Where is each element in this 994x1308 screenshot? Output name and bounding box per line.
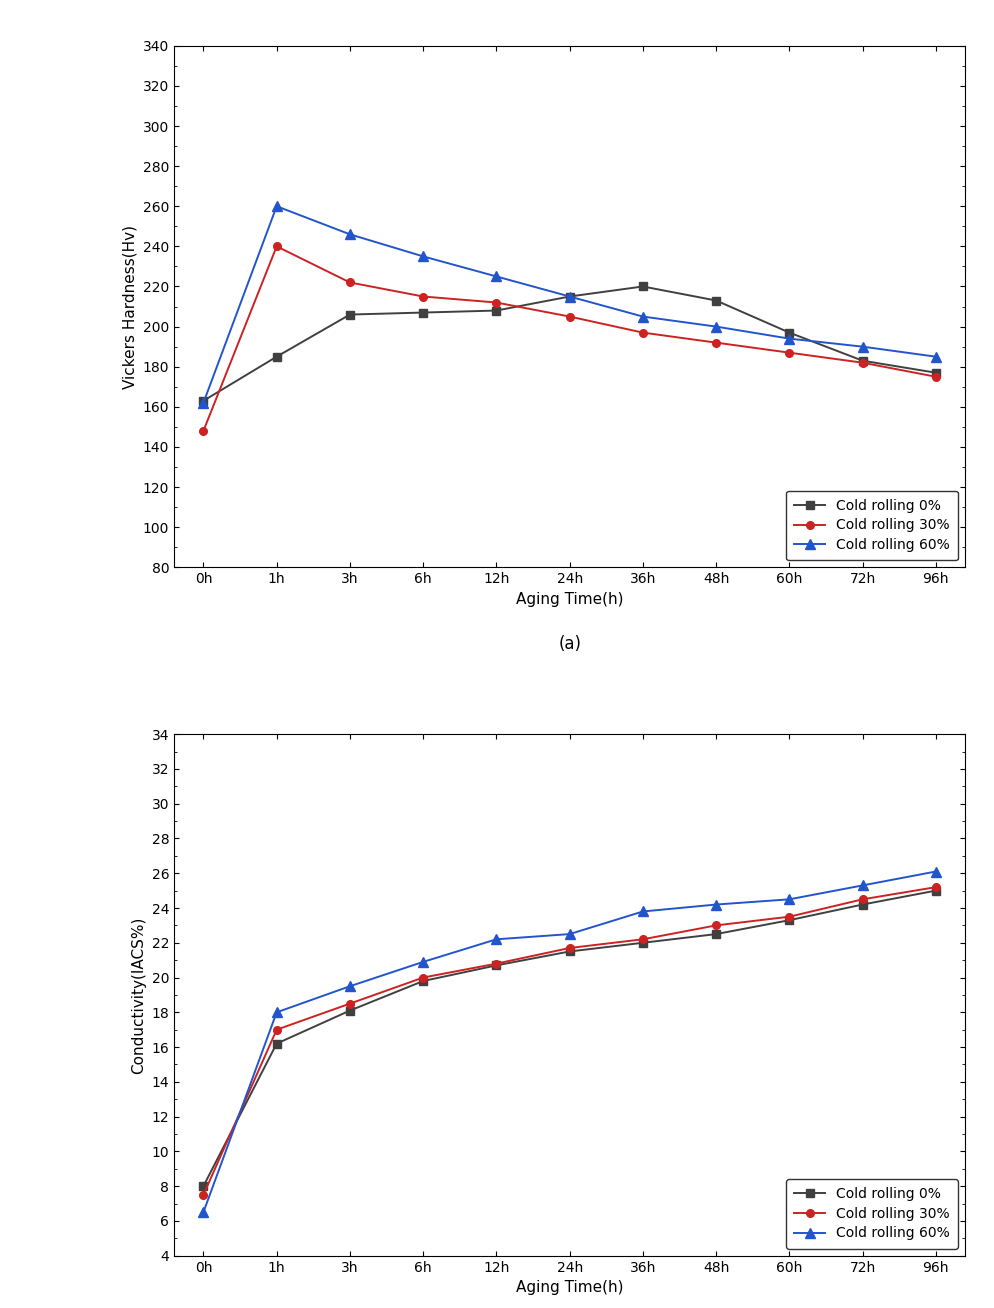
Cold rolling 0% bbox=[416, 305, 428, 320]
Cold rolling 60% bbox=[782, 331, 794, 347]
Line: Cold rolling 60%: Cold rolling 60% bbox=[199, 201, 939, 407]
Cold rolling 0% bbox=[563, 289, 575, 305]
Cold rolling 0% bbox=[490, 302, 502, 318]
Cold rolling 60% bbox=[782, 892, 794, 908]
Cold rolling 60% bbox=[490, 931, 502, 947]
Text: (a): (a) bbox=[558, 636, 580, 653]
Cold rolling 0% bbox=[929, 365, 941, 381]
Cold rolling 30% bbox=[270, 1022, 282, 1037]
Cold rolling 60% bbox=[344, 226, 356, 242]
Cold rolling 0% bbox=[636, 935, 648, 951]
X-axis label: Aging Time(h): Aging Time(h) bbox=[515, 1281, 623, 1295]
Line: Cold rolling 30%: Cold rolling 30% bbox=[200, 242, 938, 434]
Cold rolling 0% bbox=[710, 293, 722, 309]
Cold rolling 30% bbox=[782, 909, 794, 925]
Cold rolling 60% bbox=[856, 878, 868, 893]
Cold rolling 60% bbox=[563, 289, 575, 305]
Legend: Cold rolling 0%, Cold rolling 30%, Cold rolling 60%: Cold rolling 0%, Cold rolling 30%, Cold … bbox=[785, 1179, 957, 1249]
Cold rolling 60% bbox=[416, 954, 428, 969]
Cold rolling 30% bbox=[490, 294, 502, 310]
Cold rolling 30% bbox=[929, 369, 941, 385]
Cold rolling 0% bbox=[856, 353, 868, 369]
Cold rolling 30% bbox=[710, 335, 722, 351]
Cold rolling 60% bbox=[270, 1005, 282, 1020]
Line: Cold rolling 30%: Cold rolling 30% bbox=[200, 883, 938, 1198]
Cold rolling 60% bbox=[636, 904, 648, 920]
Cold rolling 0% bbox=[270, 1036, 282, 1052]
Cold rolling 60% bbox=[490, 268, 502, 284]
Cold rolling 30% bbox=[636, 324, 648, 340]
Cold rolling 30% bbox=[782, 345, 794, 361]
Cold rolling 30% bbox=[856, 354, 868, 370]
Cold rolling 60% bbox=[856, 339, 868, 354]
Cold rolling 30% bbox=[636, 931, 648, 947]
Line: Cold rolling 60%: Cold rolling 60% bbox=[199, 867, 939, 1216]
Line: Cold rolling 0%: Cold rolling 0% bbox=[200, 283, 938, 404]
Cold rolling 30% bbox=[563, 940, 575, 956]
Cold rolling 60% bbox=[270, 199, 282, 215]
Line: Cold rolling 0%: Cold rolling 0% bbox=[200, 887, 938, 1190]
Cold rolling 30% bbox=[929, 879, 941, 895]
Cold rolling 0% bbox=[563, 943, 575, 959]
Cold rolling 30% bbox=[270, 238, 282, 254]
Y-axis label: Conductivity(IACS%): Conductivity(IACS%) bbox=[131, 916, 146, 1074]
Cold rolling 60% bbox=[416, 249, 428, 264]
Y-axis label: Vickers Hardness(Hv): Vickers Hardness(Hv) bbox=[122, 225, 137, 388]
Cold rolling 30% bbox=[856, 892, 868, 908]
Cold rolling 0% bbox=[197, 392, 209, 408]
Cold rolling 0% bbox=[490, 957, 502, 973]
Cold rolling 60% bbox=[710, 897, 722, 913]
Legend: Cold rolling 0%, Cold rolling 30%, Cold rolling 60%: Cold rolling 0%, Cold rolling 30%, Cold … bbox=[785, 490, 957, 560]
Cold rolling 30% bbox=[344, 275, 356, 290]
Cold rolling 0% bbox=[782, 912, 794, 927]
Cold rolling 30% bbox=[344, 995, 356, 1011]
Cold rolling 0% bbox=[197, 1179, 209, 1194]
Cold rolling 60% bbox=[636, 309, 648, 324]
Cold rolling 30% bbox=[416, 969, 428, 985]
Cold rolling 0% bbox=[270, 349, 282, 365]
Cold rolling 0% bbox=[416, 973, 428, 989]
Cold rolling 30% bbox=[416, 289, 428, 305]
Cold rolling 60% bbox=[929, 863, 941, 879]
Cold rolling 60% bbox=[197, 395, 209, 411]
Cold rolling 0% bbox=[344, 1003, 356, 1019]
Cold rolling 30% bbox=[197, 422, 209, 438]
Cold rolling 60% bbox=[344, 978, 356, 994]
Cold rolling 60% bbox=[710, 319, 722, 335]
Cold rolling 30% bbox=[710, 917, 722, 933]
Cold rolling 0% bbox=[782, 324, 794, 340]
Cold rolling 60% bbox=[929, 349, 941, 365]
Cold rolling 0% bbox=[929, 883, 941, 899]
Cold rolling 30% bbox=[563, 309, 575, 324]
Cold rolling 30% bbox=[197, 1186, 209, 1202]
Cold rolling 60% bbox=[197, 1205, 209, 1220]
X-axis label: Aging Time(h): Aging Time(h) bbox=[515, 591, 623, 607]
Cold rolling 60% bbox=[563, 926, 575, 942]
Cold rolling 0% bbox=[636, 279, 648, 294]
Cold rolling 30% bbox=[490, 956, 502, 972]
Cold rolling 0% bbox=[344, 306, 356, 322]
Cold rolling 0% bbox=[856, 897, 868, 913]
Cold rolling 0% bbox=[710, 926, 722, 942]
